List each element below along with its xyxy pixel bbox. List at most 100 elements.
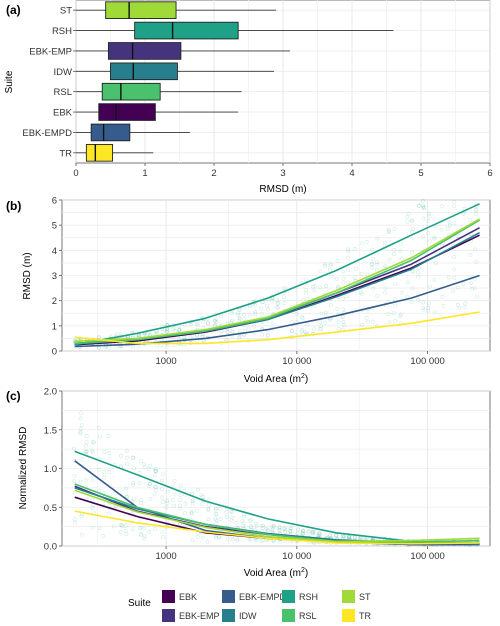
b-scatter-point (421, 216, 426, 221)
c-scatter-point (289, 526, 294, 531)
c-scatter-point (311, 531, 316, 536)
c-scatter-point (79, 457, 84, 462)
b-scatter-point (428, 238, 432, 243)
c-y-tick-label: 1.0 (44, 464, 57, 475)
b-scatter-point (252, 324, 257, 329)
c-scatter-point (357, 536, 362, 540)
b-scatter-point (421, 300, 426, 305)
c-scatter-point (213, 506, 218, 511)
b-scatter-point (432, 236, 437, 241)
c-scatter-point (84, 434, 89, 438)
b-scatter-point (312, 283, 317, 288)
b-scatter-point (327, 318, 332, 322)
b-scatter-point (386, 229, 391, 234)
b-scatter-point (468, 252, 473, 257)
panel-a-x-tick-labels: 0 1 2 3 4 5 6 (73, 163, 493, 179)
c-scatter-point (123, 524, 128, 529)
c-scatter-point (278, 539, 283, 544)
box-body (134, 21, 239, 40)
c-scatter-point (249, 525, 254, 530)
c-scatter-point (282, 530, 287, 535)
c-scatter-point (84, 449, 89, 454)
panel-a-y-tick-label: ST (60, 6, 72, 17)
c-scatter-point (301, 529, 306, 534)
b-scatter-point (354, 266, 359, 271)
panel-c-y-axis-label: Normalized RMSD (18, 427, 29, 510)
c-scatter-point (178, 483, 183, 488)
c-scatter-point (288, 526, 293, 531)
b-scatter-point (341, 269, 345, 274)
c-scatter-point (147, 529, 151, 534)
c-scatter-point (277, 525, 282, 529)
b-scatter-point (452, 267, 457, 272)
b-scatter-point (383, 264, 388, 269)
b-scatter-point (242, 317, 247, 321)
b-scatter-point (318, 285, 322, 290)
b-scatter-point (375, 236, 380, 241)
panel-a-x-tick-label: 5 (418, 168, 423, 179)
c-scatter-point (265, 529, 270, 533)
c-scatter-point (288, 530, 293, 535)
legend-swatch-ebk-empd (222, 590, 235, 603)
c-scatter-point (347, 535, 351, 540)
c-scatter-point (125, 495, 129, 499)
c-scatter-point (130, 455, 135, 460)
b-scatter-point (468, 218, 473, 223)
legend: Suite EBK EBK-EMP EBK-EMPD IDW RSH RSL ST TR (128, 590, 371, 622)
c-scatter-point (160, 495, 165, 500)
b-scatter-point (253, 303, 257, 307)
panel-a-boxes (76, 1, 394, 162)
b-scatter-point (182, 335, 187, 340)
b-scatter-point (164, 329, 169, 334)
c-scatter-point (147, 483, 152, 488)
c-scatter-point (96, 467, 101, 472)
b-scatter-point (195, 322, 200, 327)
c-scatter-point (90, 506, 95, 510)
b-scatter-point (359, 291, 364, 296)
b-scatter-point (370, 247, 375, 252)
c-scatter-point (79, 411, 83, 416)
b-scatter-point (358, 290, 363, 295)
b-scatter-point (375, 262, 380, 267)
c-scatter-point (205, 539, 210, 544)
c-scatter-point (84, 440, 89, 445)
b-y-tick-label: 2 (52, 296, 57, 307)
b-scatter-point (463, 301, 468, 306)
c-scatter-point (299, 530, 304, 535)
panel-a: (a) ST RSH EBK-EMP IDW RSL EBK EBK-EMPD TR 0 1 2 3… (4, 0, 493, 195)
c-scatter-point (264, 526, 269, 531)
panel-a-x-tick-label: 2 (211, 168, 216, 179)
b-scatter-point (229, 311, 234, 315)
b-scatter-point (440, 204, 444, 209)
c-scatter-point (225, 536, 230, 541)
c-scatter-point (148, 497, 153, 501)
b-scatter-point (323, 264, 327, 268)
b-scatter-point (214, 317, 219, 322)
b-scatter-point (452, 199, 457, 204)
c-scatter-point (214, 507, 218, 512)
b-scatter-point (328, 268, 332, 272)
b-scatter-point (375, 293, 380, 298)
c-scatter-point (261, 526, 266, 530)
b-scatter-point (383, 240, 387, 245)
b-scatter-point (369, 262, 374, 267)
c-scatter-point (72, 458, 77, 463)
c-scatter-point (79, 532, 84, 537)
c-scatter-point (214, 512, 219, 517)
b-scatter-point (301, 298, 306, 302)
c-scatter-point (138, 525, 143, 530)
series-line-st (74, 489, 480, 543)
c-scatter-point (178, 506, 183, 511)
b-scatter-point (336, 320, 341, 325)
c-scatter-point (230, 537, 235, 542)
c-scatter-point (271, 524, 276, 529)
panel-c-grid (62, 390, 490, 547)
b-scatter-point (270, 320, 275, 325)
b-scatter-point (439, 227, 444, 232)
b-scatter-point (319, 327, 323, 332)
b-scatter-point (300, 316, 305, 321)
c-scatter-point (249, 518, 253, 522)
b-scatter-point (473, 208, 478, 212)
b-scatter-point (405, 280, 410, 285)
c-scatter-point (323, 534, 328, 538)
